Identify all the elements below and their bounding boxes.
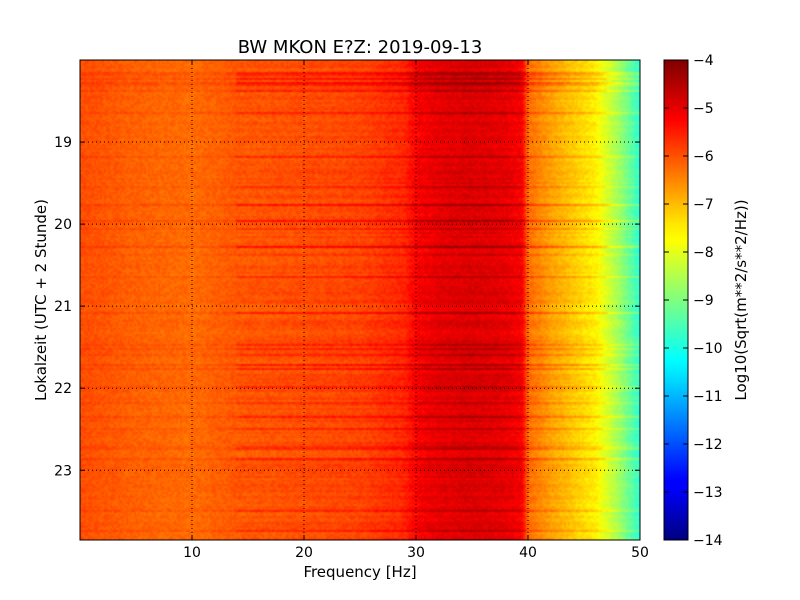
chart-title: BW MKON E?Z: 2019-09-13 [238,37,483,58]
x-axis-label: Frequency [Hz] [303,563,416,581]
x-tick-label: 50 [631,545,649,561]
y-tick-label: 23 [54,463,72,479]
plot-area [79,59,641,541]
y-tick-label: 20 [54,217,72,233]
colorbar-ticks: −4 −5 −6 −7 −8 −9 −10 −11 −12 −13 −14 [664,53,723,549]
colorbar-label: Log10(Sqrt(m**2/s**2/Hz)) [732,199,750,400]
colorbar: −4 −5 −6 −7 −8 −9 −10 −11 −12 −13 −14 Log10(Sqrt(m… [663,53,750,549]
colorbar-tick-label: −10 [693,341,723,357]
colorbar-tick-label: −8 [693,245,714,261]
y-tick-label: 19 [54,135,72,151]
colorbar-tick-label: −4 [693,53,714,69]
colorbar-tick-label: −7 [693,197,714,213]
x-tick-label: 30 [407,545,425,561]
x-axis: 10 20 30 40 50 [183,60,649,561]
colorbar-tick-label: −14 [693,533,723,549]
colorbar-tick-label: −12 [693,437,723,453]
y-axis-label: Lokalzeit (UTC + 2 Stunde) [32,199,50,401]
grid-lines [80,60,640,540]
x-tick-label: 40 [519,545,537,561]
y-tick-label: 21 [54,299,72,315]
x-tick-label: 10 [183,545,201,561]
y-tick-label: 22 [54,381,72,397]
x-tick-label: 20 [295,545,313,561]
plot-frame [79,59,641,541]
colorbar-tick-label: −13 [693,485,723,501]
y-axis: 19 20 21 22 23 [54,135,640,479]
colorbar-tick-label: −6 [693,149,714,165]
colorbar-tick-label: −11 [693,389,723,405]
colorbar-tick-label: −5 [693,101,714,117]
spectrogram-heatmap [80,60,640,540]
colorbar-tick-label: −9 [693,293,714,309]
